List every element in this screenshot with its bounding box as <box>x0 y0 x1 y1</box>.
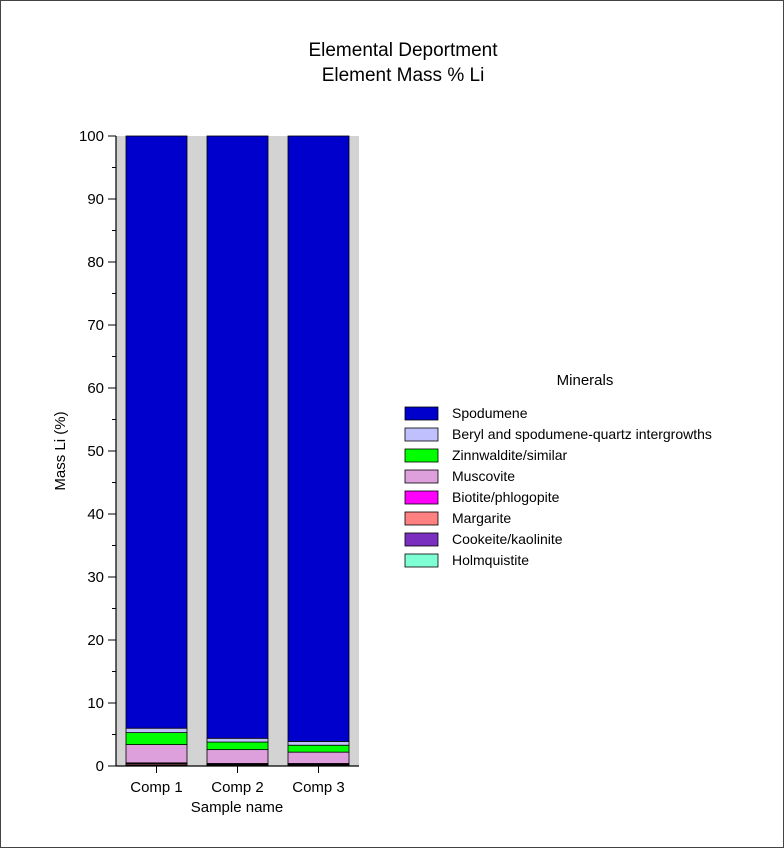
legend-swatch <box>404 427 439 442</box>
legend-swatch <box>404 448 439 463</box>
y-tick-label: 60 <box>87 380 104 397</box>
legend-label: Holmquistite <box>452 552 529 568</box>
legend-title: Minerals <box>557 372 614 389</box>
bar-segment <box>287 741 350 746</box>
y-tick-label: 10 <box>87 695 104 712</box>
legend-swatch <box>404 511 439 526</box>
chart-title: Elemental Deportment <box>308 40 498 61</box>
bar-segment <box>206 749 269 764</box>
bar-segment <box>206 135 269 739</box>
bar-segment <box>125 727 188 734</box>
y-tick-label: 80 <box>87 254 104 271</box>
legend-label: Beryl and spodumene-quartz intergrowths <box>452 426 712 442</box>
axes: Comp 1 Comp 2 Comp 3 0 10 20 30 40 50 60 70 80 90 100 <box>79 128 359 796</box>
legend-swatch <box>404 406 439 421</box>
legend-label: Muscovite <box>452 468 515 484</box>
bar-segment <box>206 737 269 743</box>
legend-label: Biotite/phlogopite <box>452 489 560 505</box>
bar-segment <box>206 741 269 751</box>
bar-segment <box>125 744 188 764</box>
legend-swatch <box>404 490 439 505</box>
chart-subtitle: Element Mass % Li <box>322 65 485 86</box>
y-tick-label: 40 <box>87 506 104 523</box>
y-tick-label: 70 <box>87 317 104 334</box>
legend-label: Zinnwaldite/similar <box>452 447 567 463</box>
bar-segment <box>287 135 350 742</box>
bar-segment <box>125 732 188 745</box>
x-tick-label: Comp 2 <box>211 779 264 796</box>
y-axis-label: Mass Li (%) <box>52 411 69 490</box>
x-tick-label: Comp 3 <box>292 779 345 796</box>
legend-label: Spodumene <box>452 405 528 421</box>
legend: Spodumene Beryl and spodumene-quartz inte… <box>404 405 712 568</box>
legend-swatch <box>404 553 439 568</box>
y-tick-label: 90 <box>87 191 104 208</box>
y-tick-label: 100 <box>79 128 104 145</box>
legend-label: Cookeite/kaolinite <box>452 531 563 547</box>
bar-segment <box>287 751 350 764</box>
y-tick-label: 30 <box>87 569 104 586</box>
y-tick-label: 50 <box>87 443 104 460</box>
plot-area <box>116 135 359 767</box>
legend-swatch <box>404 532 439 547</box>
y-tick-label: 0 <box>96 758 104 775</box>
bar-segment <box>287 744 350 753</box>
bar-segment <box>125 135 188 729</box>
x-tick-label: Comp 1 <box>130 779 183 796</box>
legend-label: Margarite <box>452 510 511 526</box>
legend-swatch <box>404 469 439 484</box>
x-axis-label: Sample name <box>191 799 284 816</box>
y-tick-label: 20 <box>87 632 104 649</box>
